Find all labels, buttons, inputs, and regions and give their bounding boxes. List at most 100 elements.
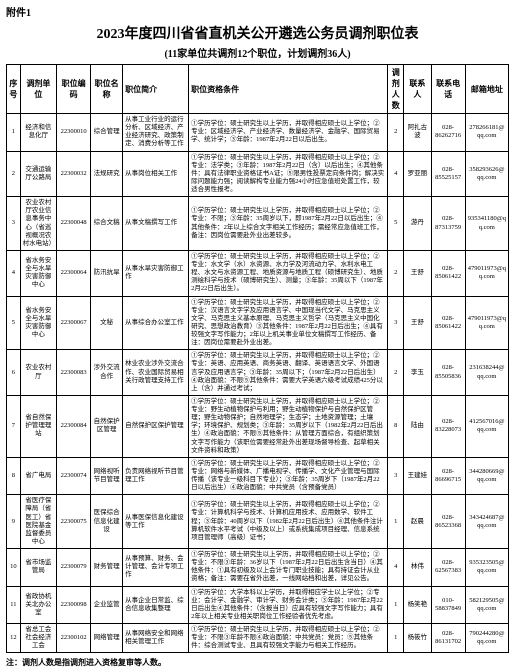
cell-code: 22300048 xyxy=(57,197,91,251)
cell-qual: ①学历学位：硕士研究生以上学历，并取得相应硕士以上学位；②专业：法学类；③年龄：… xyxy=(189,151,388,197)
cell-seq: 11 xyxy=(7,586,21,624)
cell-unit: 农业农村厅 xyxy=(20,350,56,396)
cell-qual: ①学历学位：硕士研究生以上学历，并取得相应硕士以上学位；②专业：计算机科学与技术… xyxy=(189,495,388,549)
cell-seq: 10 xyxy=(7,549,21,587)
cell-unit: 省医疗保障局（省医工）省医院基金监督委员中心 xyxy=(20,495,56,549)
cell-num: 2 xyxy=(388,114,404,152)
header-jobname: 职位名称 xyxy=(91,65,123,114)
cell-qual: ①学历学位：大学本科以上学历，并取得相应学士以上学位；②专业：会计学、金融学、审… xyxy=(189,586,388,624)
cell-seq: 5 xyxy=(7,296,21,350)
cell-jobname: 法规研究 xyxy=(91,151,123,197)
cell-num: 2 xyxy=(388,350,404,396)
cell-email: 358293626@qq.com xyxy=(465,151,508,197)
cell-qual: ①学历学位：硕士研究生以上学历，并取得相应硕士以上学位；②专业：不限③年龄不限④… xyxy=(189,624,388,653)
cell-qual: ①学历学位：硕士研究生以上学历，并取得相应硕士以上学位；②专业：野生动植物保护与… xyxy=(189,395,388,457)
cell-code: 22300064 xyxy=(57,250,91,296)
cell-unit: 省总工会社会经济工会 xyxy=(20,624,56,653)
cell-email: 935341180@qq.com xyxy=(465,197,508,251)
cell-phone: 028-85525157 xyxy=(431,151,465,197)
cell-contact: 赵晨 xyxy=(404,495,431,549)
cell-unit: 省政协机关北办公室 xyxy=(20,586,56,624)
cell-jobname: 综合管理 xyxy=(91,114,123,152)
cell-jobname: 网络管理 xyxy=(91,624,123,653)
page-container: 附件1 2023年度四川省省直机关公开遴选公务员调剂职位表 (11家单位共调剂1… xyxy=(0,0,515,672)
cell-phone: 010-58837849 xyxy=(431,586,465,624)
cell-num: 1 xyxy=(388,586,404,624)
cell-email: 344280669@qq.com xyxy=(465,457,508,495)
cell-code: 22300010 xyxy=(57,114,91,152)
header-email: 邮箱地址 xyxy=(465,65,508,114)
cell-jobname: 防汛抗旱 xyxy=(91,250,123,296)
cell-contact: 罗亚丽 xyxy=(404,151,431,197)
cell-brief: 从事企业日常监、综合信息收集整理 xyxy=(123,586,189,624)
cell-phone: 028-62567383 xyxy=(431,549,465,587)
cell-jobname: 网络视听节目管理 xyxy=(91,457,123,495)
cell-email: 935323505@qq.com xyxy=(465,549,508,587)
header-unit: 调剂单位 xyxy=(20,65,56,114)
header-num: 调剂人数 xyxy=(388,65,404,114)
cell-brief: 自然保护区保护管理 xyxy=(123,395,189,457)
cell-contact: 李玉 xyxy=(404,350,431,396)
cell-seq: 3 xyxy=(7,197,21,251)
cell-brief: 从事文稿撰写工作 xyxy=(123,197,189,251)
cell-contact: 阿扎古波 xyxy=(404,114,431,152)
table-row: 2交通运输厅公路局22300032法规研究从事岗位相关工作①学历学位：硕士研究生… xyxy=(7,151,509,197)
table-body: 1经济和信息化厅22300010综合管理从事工业行业的运行分析、区域经济、产业经… xyxy=(7,114,509,653)
cell-jobname: 自然保护区管理 xyxy=(91,395,123,457)
cell-email: 479011973@qq.com xyxy=(465,296,508,350)
cell-brief: 从事医保信息化建设等工作 xyxy=(123,495,189,549)
cell-seq: 12 xyxy=(7,624,21,653)
cell-code: 22300074 xyxy=(57,457,91,495)
header-brief: 职位简介 xyxy=(123,65,189,114)
cell-phone: 028-86131702 xyxy=(431,624,465,653)
cell-phone: 028-86696715 xyxy=(431,457,465,495)
cell-brief: 从事水旱灾害防御工作 xyxy=(123,250,189,296)
cell-contact: 林伟 xyxy=(404,549,431,587)
cell-unit: 经济和信息化厅 xyxy=(20,114,56,152)
cell-contact: 游丹 xyxy=(404,197,431,251)
cell-num: 1 xyxy=(388,624,404,653)
appendix-label: 附件1 xyxy=(6,4,509,19)
header-phone: 联系电话 xyxy=(431,65,465,114)
cell-contact: 王舒 xyxy=(404,296,431,350)
cell-phone: 028-85505836 xyxy=(431,350,465,396)
cell-brief: 从事网络安全和网络相关管理工作 xyxy=(123,624,189,653)
cell-num: 1 xyxy=(388,495,404,549)
cell-jobname: 医保综合信息化建设 xyxy=(91,495,123,549)
cell-email: 582129505@qq.com xyxy=(465,586,508,624)
cell-unit: 省水务安全与水旱灾害防御中心 xyxy=(20,250,56,296)
table-row: 10省市场监管局22300079财务管理从事预算、财务、会计管理、会计专项工作①… xyxy=(7,549,509,587)
table-row: 6农业农村厅22300083涉外交流合作林业农业涉外交流合作、农业国际贸易相关行… xyxy=(7,350,509,396)
cell-unit: 省水务安全与水旱灾害防御中心 xyxy=(20,296,56,350)
header-contact: 联系人 xyxy=(404,65,431,114)
cell-brief: 从事综合办公室工作 xyxy=(123,296,189,350)
cell-code: 22300084 xyxy=(57,395,91,457)
positions-table: 序号 调剂单位 职位编码 职位名称 职位简介 职位资格条件 调剂人数 联系人 联… xyxy=(6,64,509,653)
cell-email: 479011973@qq.com xyxy=(465,250,508,296)
cell-num: 3 xyxy=(388,296,404,350)
table-row: 11省政协机关北办公室22300098企业监管从事企业日常监、综合信息收集整理①… xyxy=(7,586,509,624)
cell-seq: 6 xyxy=(7,350,21,396)
cell-brief: 林业农业涉外交流合作、农业国际贸易相关行政管理支持工作 xyxy=(123,350,189,396)
cell-phone: 028-83228073 xyxy=(431,395,465,457)
cell-code: 22300098 xyxy=(57,586,91,624)
cell-seq: 8 xyxy=(7,457,21,495)
table-row: 8省广电局22300074网络视听节目管理负责网络视听节目管理工作①学历学位：硕… xyxy=(7,457,509,495)
cell-seq: 2 xyxy=(7,151,21,197)
cell-email: 412567016@qq.com xyxy=(465,395,508,457)
cell-email: 278266181@qq.com xyxy=(465,114,508,152)
page-subtitle: (11家单位共调剂12个职位，计划调剂36人) xyxy=(6,45,509,60)
cell-code: 22300075 xyxy=(57,495,91,549)
cell-email: 231638244@qq.com xyxy=(465,350,508,396)
cell-email: 343424687@qq.com xyxy=(465,495,508,549)
cell-qual: ①学历学位：硕士研究生以上学历，并取得相应硕士以上学位；②专业：不限③年龄：36… xyxy=(189,549,388,587)
cell-jobname: 财务管理 xyxy=(91,549,123,587)
table-row: 4省水务安全与水旱灾害防御中心22300064防汛抗旱从事水旱灾害防御工作①学历… xyxy=(7,250,509,296)
cell-phone: 028-86523368 xyxy=(431,495,465,549)
cell-phone: 028-87313759 xyxy=(431,197,465,251)
cell-contact: 王舒 xyxy=(404,250,431,296)
header-qual: 职位资格条件 xyxy=(189,65,388,114)
table-row: 3农业农村厅农业信息事务中心（省巡视概况农村水电站）22300048综合文稿从事… xyxy=(7,197,509,251)
table-row: 12省总工会社会经济工会22300102网络管理从事网络安全和网络相关管理工作①… xyxy=(7,624,509,653)
table-row: 1经济和信息化厅22300010综合管理从事工业行业的运行分析、区域经济、产业经… xyxy=(7,114,509,152)
